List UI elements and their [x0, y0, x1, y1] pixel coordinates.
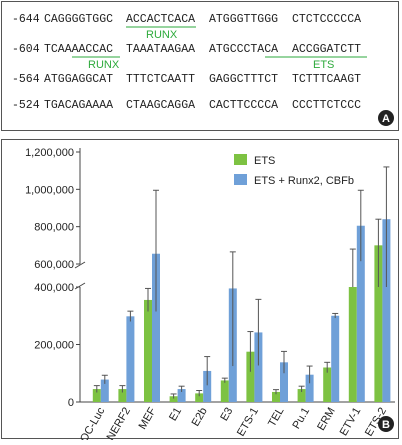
category-label: E1	[167, 406, 184, 424]
bar-ets-runx2	[331, 315, 340, 402]
bar-ets	[92, 389, 101, 402]
category-label: MEF	[137, 405, 159, 431]
seq-group: GAGGCTTTCT	[209, 73, 278, 86]
bar-ets	[246, 351, 255, 402]
badge-letter: A	[382, 113, 390, 125]
y-tick-label: 200,000	[34, 340, 74, 352]
seq-group: TGACAGAAAA	[44, 99, 113, 112]
bar-ets-runx2	[203, 370, 212, 402]
seq-group: CTAAGCAGGA	[126, 99, 195, 112]
badge-circle	[378, 416, 394, 432]
bar-ets-runx2	[126, 316, 135, 402]
seq-group: CTCTCCCCCA	[292, 13, 361, 26]
seq-group: ATGCCCTACA	[209, 43, 278, 56]
axis-break-mark	[74, 282, 86, 290]
bar-ets-runx2	[152, 253, 160, 402]
badge-letter: B	[382, 419, 390, 431]
y-tick-label: 800,000	[34, 222, 74, 234]
bar-ets-runx2	[254, 332, 263, 402]
panel-a-badge: A	[378, 110, 394, 126]
category-label: ETV-1	[338, 406, 364, 438]
seq-group: ATGGGTTGGG	[209, 13, 278, 26]
axis-break-mark	[74, 261, 86, 269]
bar-ets	[220, 380, 229, 402]
bar-ets	[297, 389, 306, 402]
seq-group: ACCGGATCTT	[292, 43, 361, 56]
seq-group: ATGGAGGCAT	[44, 73, 113, 86]
runx-motif-2: RUNX	[72, 56, 120, 71]
badge-circle	[378, 110, 394, 126]
bar-ets	[169, 396, 178, 402]
bar-ets-runx2	[177, 389, 186, 402]
y-tick-label: 0	[68, 397, 74, 409]
category-label: NERF2	[105, 406, 133, 441]
runx-motif-1: RUNX	[126, 26, 196, 41]
bar-ets	[272, 391, 280, 402]
chart-panel: 0 200,000 400,000 600,000 800,000 1,000,000 1,…	[1, 139, 399, 444]
category-label: OC-Luc	[78, 405, 108, 440]
row-position: -604	[12, 43, 40, 56]
y-tick-label: 400,000	[34, 282, 74, 294]
row-position: -564	[12, 73, 40, 86]
legend-label: ETS	[254, 155, 275, 167]
sequence-row-3: -564 ATGGAGGCAT TTTCTCAATT GAGGCTTTCT TC…	[12, 73, 361, 86]
ets-motif: ETS	[265, 56, 367, 71]
seq-group: TCTTTCAAGT	[292, 73, 361, 86]
motif-label: RUNX	[146, 29, 178, 41]
sequence-row-2: -604 TCAAAACCAC TAAATAAGAA ATGCCCTACA AC…	[12, 43, 361, 56]
legend-swatch	[234, 154, 247, 165]
seq-group: ACCACTCACA	[126, 13, 195, 26]
motif-label: ETS	[313, 59, 334, 71]
sequence-row-1: -644 CAGGGGTGGC ACCACTCACA ATGGGTTGGG CT…	[12, 13, 361, 26]
sequence-row-4: -524 TGACAGAAAA CTAAGCAGGA CACTTCCCCA CC…	[12, 99, 361, 112]
bar-ets	[348, 287, 357, 402]
category-label: Pu.1	[290, 406, 312, 432]
seq-group: CACTTCCCCA	[209, 99, 278, 112]
seq-group: TCAAAACCAC	[44, 43, 113, 56]
legend-label: ETS + Runx2, CBFb	[254, 175, 354, 187]
seq-group: CCCTTCTCCC	[292, 99, 361, 112]
sequence-panel: -644 CAGGGGTGGC ACCACTCACA ATGGGTTGGG CT…	[1, 1, 399, 131]
bar-ets	[374, 245, 383, 402]
seq-group: CAGGGGTGGC	[44, 13, 113, 26]
bar-ets-runx2	[382, 219, 391, 402]
category-label: E3	[218, 406, 235, 424]
bar-ets	[118, 389, 127, 402]
seq-group: TAAATAAGAA	[126, 43, 195, 56]
motif-label: RUNX	[88, 59, 120, 71]
category-label: ERM	[315, 406, 338, 433]
bar-ets	[195, 393, 204, 402]
bar-ets-runx2	[356, 225, 365, 402]
y-tick-label: 1,000,000	[25, 184, 74, 196]
bar-ets	[144, 299, 152, 402]
category-label: E2b	[190, 406, 210, 429]
bar-ets-runx2	[280, 362, 288, 402]
category-label: ETS-1	[235, 406, 261, 439]
bar-ets-runx2	[100, 379, 109, 402]
y-tick-label: 1,200,000	[25, 147, 74, 159]
y-tick-label: 600,000	[34, 259, 74, 271]
seq-group: TTTCTCAATT	[126, 73, 195, 86]
category-label: TEL	[266, 406, 286, 429]
bar-ets-runx2	[305, 374, 314, 402]
bar-chart: 0 200,000 400,000 600,000 800,000 1,000,000 1,…	[25, 147, 395, 444]
legend-swatch	[234, 174, 247, 185]
row-position: -644	[12, 13, 40, 26]
bar-ets	[323, 367, 332, 402]
sequence-svg: -644 CAGGGGTGGC ACCACTCACA ATGGGTTGGG CT…	[12, 13, 394, 126]
row-position: -524	[12, 99, 40, 112]
